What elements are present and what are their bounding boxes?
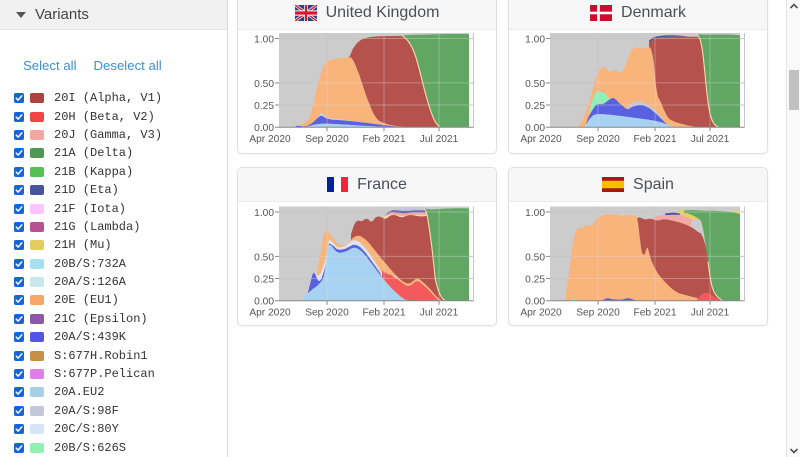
svg-text:0.50: 0.50 xyxy=(525,252,545,263)
svg-text:0.50: 0.50 xyxy=(254,252,274,263)
svg-text:Sep 2020: Sep 2020 xyxy=(576,134,620,145)
svg-text:Sep 2020: Sep 2020 xyxy=(576,308,620,319)
svg-text:0.00: 0.00 xyxy=(254,123,274,134)
svg-text:1.00: 1.00 xyxy=(254,35,274,46)
svg-text:Feb 2021: Feb 2021 xyxy=(362,308,405,319)
svg-text:0.25: 0.25 xyxy=(525,275,545,286)
svg-text:Feb 2021: Feb 2021 xyxy=(633,308,676,319)
svg-text:0.00: 0.00 xyxy=(525,123,545,134)
svg-text:Jul 2021: Jul 2021 xyxy=(691,308,730,319)
svg-text:Jul 2021: Jul 2021 xyxy=(691,134,730,145)
svg-text:0.00: 0.00 xyxy=(525,297,545,308)
svg-text:Sep 2020: Sep 2020 xyxy=(305,308,349,319)
svg-text:Jul 2021: Jul 2021 xyxy=(420,308,459,319)
svg-text:0.25: 0.25 xyxy=(525,101,545,112)
svg-text:Apr 2020: Apr 2020 xyxy=(520,308,562,319)
svg-text:Feb 2021: Feb 2021 xyxy=(362,134,405,145)
svg-text:0.00: 0.00 xyxy=(254,297,274,308)
svg-text:Apr 2020: Apr 2020 xyxy=(249,308,291,319)
svg-text:1.00: 1.00 xyxy=(525,208,545,219)
svg-text:Feb 2021: Feb 2021 xyxy=(633,134,676,145)
svg-text:Jul 2021: Jul 2021 xyxy=(420,134,459,145)
svg-text:Apr 2020: Apr 2020 xyxy=(520,134,562,145)
svg-text:1.00: 1.00 xyxy=(254,208,274,219)
svg-text:Sep 2020: Sep 2020 xyxy=(305,134,349,145)
svg-text:1.00: 1.00 xyxy=(525,35,545,46)
svg-text:0.25: 0.25 xyxy=(254,101,274,112)
svg-text:0.50: 0.50 xyxy=(525,79,545,90)
svg-text:Apr 2020: Apr 2020 xyxy=(249,134,291,145)
svg-text:0.25: 0.25 xyxy=(254,275,274,286)
svg-text:0.50: 0.50 xyxy=(254,79,274,90)
